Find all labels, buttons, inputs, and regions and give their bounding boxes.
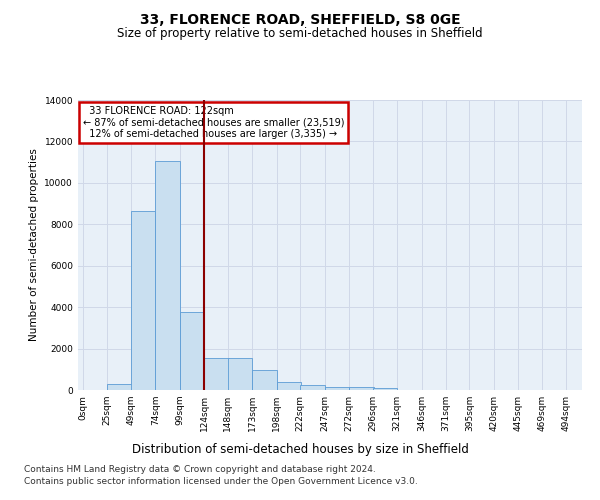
Bar <box>349 388 374 390</box>
Text: Size of property relative to semi-detached houses in Sheffield: Size of property relative to semi-detach… <box>117 28 483 40</box>
Bar <box>373 388 397 390</box>
Text: Contains public sector information licensed under the Open Government Licence v3: Contains public sector information licen… <box>24 478 418 486</box>
Y-axis label: Number of semi-detached properties: Number of semi-detached properties <box>29 148 39 342</box>
Bar <box>252 370 277 390</box>
Bar <box>228 358 252 390</box>
Text: Distribution of semi-detached houses by size in Sheffield: Distribution of semi-detached houses by … <box>131 442 469 456</box>
Bar <box>277 382 301 390</box>
Bar <box>300 385 325 390</box>
Bar <box>107 384 132 390</box>
Text: 33, FLORENCE ROAD, SHEFFIELD, S8 0GE: 33, FLORENCE ROAD, SHEFFIELD, S8 0GE <box>140 12 460 26</box>
Bar <box>204 358 229 390</box>
Bar <box>180 312 204 390</box>
Bar <box>325 387 349 390</box>
Bar <box>155 161 180 390</box>
Text: 33 FLORENCE ROAD: 122sqm
← 87% of semi-detached houses are smaller (23,519)
  12: 33 FLORENCE ROAD: 122sqm ← 87% of semi-d… <box>83 106 344 139</box>
Bar <box>131 211 155 390</box>
Text: Contains HM Land Registry data © Crown copyright and database right 2024.: Contains HM Land Registry data © Crown c… <box>24 465 376 474</box>
